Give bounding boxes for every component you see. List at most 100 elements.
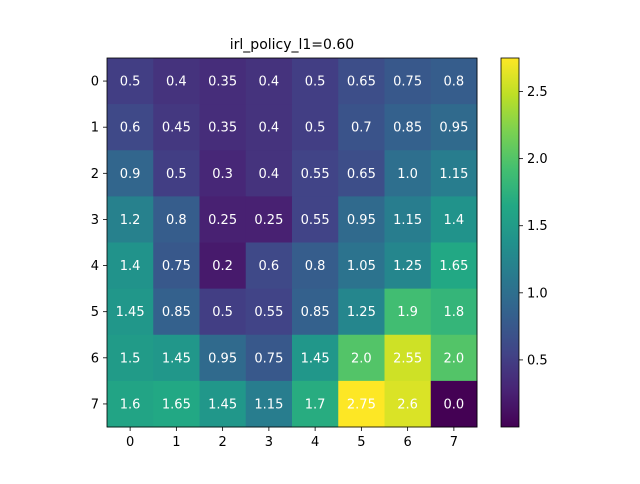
cell-label-r5-c6: 1.9	[397, 305, 418, 320]
cell-label-r4-c5: 1.05	[347, 259, 376, 274]
y-tick-label-3: 3	[91, 213, 99, 228]
heatmap-cell-r2-c1	[153, 150, 200, 197]
heatmap-cell-r5-c6	[384, 288, 432, 336]
y-tick-label-6: 6	[91, 351, 99, 366]
heatmap-cell-r6-c2	[199, 334, 247, 382]
cell-label-r1-c5: 0.7	[351, 121, 372, 136]
plot-frame	[106, 57, 478, 428]
cell-label-r7-c2: 1.45	[208, 397, 237, 412]
x-tick-label-6: 6	[403, 435, 411, 450]
heatmap-cell-r5-c4	[292, 288, 339, 336]
cell-label-r2-c7: 1.15	[439, 167, 468, 182]
heatmap-cell-r0-c5	[338, 58, 385, 105]
x-tick-label-7: 7	[450, 435, 458, 450]
y-axis: 0 1 2 3 4 5 6 7	[91, 75, 107, 412]
cell-label-r5-c1: 0.85	[162, 305, 191, 320]
heatmap-cell-r5-c1	[153, 288, 200, 336]
cell-label-r2-c1: 0.5	[166, 167, 187, 182]
cell-label-r1-c4: 0.5	[305, 121, 326, 136]
x-tick-label-1: 1	[172, 435, 180, 450]
heatmap-cell-r5-c0	[107, 288, 154, 336]
cell-label-r5-c0: 1.45	[116, 305, 145, 320]
cell-label-r5-c3: 0.55	[254, 305, 283, 320]
x-tick-label-0: 0	[126, 435, 134, 450]
heatmap-cell-r2-c6	[384, 150, 432, 197]
cell-label-r0-c1: 0.4	[166, 75, 187, 90]
cell-label-r2-c6: 1.0	[397, 167, 418, 182]
heatmap-cell-r2-c5	[338, 150, 385, 197]
x-tick-label-4: 4	[311, 435, 319, 450]
cell-label-r1-c7: 0.95	[439, 121, 468, 136]
colorbar-gradient	[500, 57, 520, 428]
cell-label-r4-c1: 0.75	[162, 259, 191, 274]
heatmap-cell-r1-c2	[199, 104, 247, 151]
cell-label-r6-c5: 2.0	[351, 351, 372, 366]
cell-label-r2-c0: 0.9	[120, 167, 141, 182]
colorbar-tick-label-2: 1.5	[527, 219, 548, 234]
cell-label-r1-c3: 0.4	[259, 121, 280, 136]
cell-label-r2-c3: 0.4	[259, 167, 280, 182]
cell-label-r6-c1: 1.45	[162, 351, 191, 366]
cell-label-r1-c2: 0.35	[208, 121, 237, 136]
heatmap-cell-r5-c7	[430, 288, 478, 336]
cell-label-r6-c0: 1.5	[120, 351, 141, 366]
heatmap-cell-r2-c2	[199, 150, 247, 197]
heatmap-cell-r4-c4	[292, 242, 339, 290]
cell-label-r7-c7: 0.0	[444, 397, 465, 412]
heatmap-cell-r1-c5	[338, 104, 385, 151]
cell-label-r0-c7: 0.8	[444, 75, 465, 90]
cell-label-r3-c2: 0.25	[208, 213, 237, 228]
heatmap-cell-r4-c6	[384, 242, 432, 290]
cell-label-r3-c1: 0.8	[166, 213, 187, 228]
heatmap-cell-r6-c7	[430, 334, 478, 382]
cell-label-r4-c2: 0.2	[212, 259, 233, 274]
cell-label-r3-c3: 0.25	[254, 213, 283, 228]
cell-label-r7-c0: 1.6	[120, 397, 141, 412]
heatmap-cell-r2-c7	[430, 150, 478, 197]
heatmap-cell-r1-c0	[107, 104, 154, 151]
cell-label-r2-c2: 0.3	[212, 167, 233, 182]
heatmap-cell-r3-c2	[199, 196, 247, 243]
cell-label-r1-c1: 0.45	[162, 121, 191, 136]
cell-label-r6-c7: 2.0	[444, 351, 465, 366]
heatmap-cell-r0-c7	[430, 58, 478, 105]
heatmap-cell-r6-c6	[384, 334, 432, 382]
cell-label-r3-c7: 1.4	[444, 213, 465, 228]
cell-label-r0-c5: 0.65	[347, 75, 376, 90]
cell-label-r7-c1: 1.65	[162, 397, 191, 412]
x-tick-label-2: 2	[218, 435, 226, 450]
heatmap-cell-r0-c0	[107, 58, 154, 105]
heatmap-cell-r0-c1	[153, 58, 200, 105]
cell-label-r3-c4: 0.55	[301, 213, 330, 228]
cell-label-r6-c4: 1.45	[301, 351, 330, 366]
colorbar-tick-label-1: 1.0	[527, 286, 548, 301]
heatmap-cell-r7-c3	[245, 380, 293, 428]
colorbar-tick-label-0: 0.5	[527, 353, 548, 368]
heatmap-cell-r7-c1	[153, 380, 200, 428]
heatmap-cell-r1-c1	[153, 104, 200, 151]
cell-label-r4-c6: 1.25	[393, 259, 422, 274]
heatmap-cell-r2-c4	[292, 150, 339, 197]
cell-label-r0-c3: 0.4	[259, 75, 280, 90]
heatmap-cell-r4-c5	[338, 242, 385, 290]
cell-label-r0-c6: 0.75	[393, 75, 422, 90]
heatmap-cell-r1-c3	[245, 104, 293, 151]
heatmap-cell-r0-c4	[292, 58, 339, 105]
heatmap-cell-r3-c3	[245, 196, 293, 243]
heatmap-cell-r0-c6	[384, 58, 432, 105]
cell-label-r4-c4: 0.8	[305, 259, 326, 274]
heatmap-cell-r7-c5	[338, 380, 385, 428]
x-axis: 0 1 2 3 4 5 6 7	[126, 427, 458, 450]
cell-label-r7-c3: 1.15	[254, 397, 283, 412]
cell-label-r7-c5: 2.75	[347, 397, 376, 412]
heatmap-cell-r5-c3	[245, 288, 293, 336]
heatmap-cell-r4-c7	[430, 242, 478, 290]
heatmap-cell-r5-c5	[338, 288, 385, 336]
colorbar-tick-label-3: 2.0	[527, 152, 548, 167]
heatmap-cell-r7-c6	[384, 380, 432, 428]
cell-label-r7-c4: 1.7	[305, 397, 326, 412]
heatmap-cell-r2-c3	[245, 150, 293, 197]
heatmap-cells	[107, 58, 478, 428]
cell-label-r5-c2: 0.5	[212, 305, 233, 320]
